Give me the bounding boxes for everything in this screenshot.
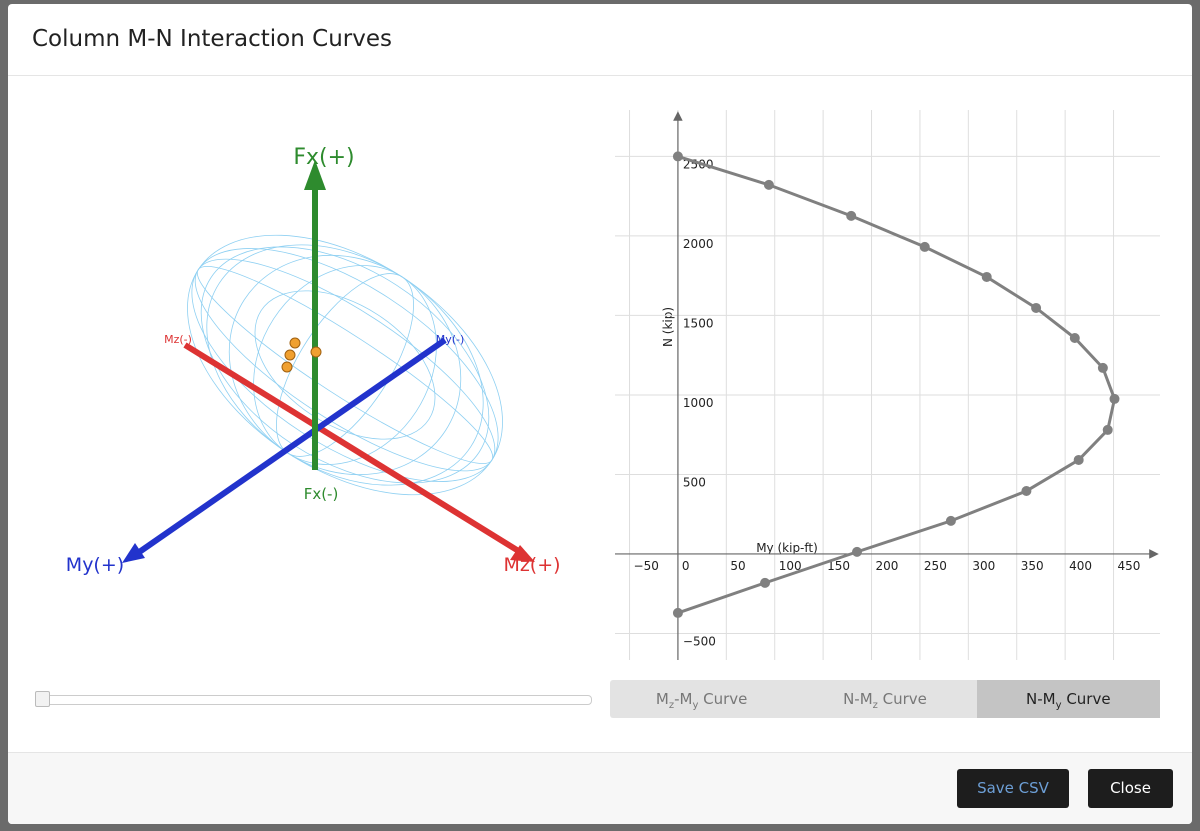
x-tick-label: 250 (924, 559, 947, 573)
curve-tabs: Mz-My Curve N-Mz Curve N-My Curve (610, 680, 1160, 718)
x-tick-label: 350 (1021, 559, 1044, 573)
curve-tab[interactable]: Mz-My Curve (610, 680, 793, 718)
x-tick-label: 450 (1118, 559, 1141, 573)
close-button[interactable]: Close (1088, 769, 1173, 808)
curve-point (672, 607, 683, 618)
axis-label-3d: Mz(+) (503, 554, 560, 576)
tab-label: N-M (843, 690, 873, 708)
curve-tab[interactable]: N-Mz Curve (793, 680, 976, 718)
x-axis-label: My (kip-ft) (756, 541, 818, 555)
axis-label-3d: Fx(+) (293, 145, 354, 170)
curve-point (919, 241, 930, 252)
x-tick-label: −50 (634, 559, 659, 573)
axis-label-3d: My(+) (66, 554, 124, 576)
curve-point (1069, 333, 1080, 344)
save-csv-button[interactable]: Save CSV (957, 769, 1069, 808)
my-arrow (122, 543, 145, 563)
curve-point (1109, 393, 1120, 404)
curve-point (1097, 362, 1108, 373)
tab-label: z (668, 700, 675, 711)
curve-point (852, 546, 863, 557)
tab-label: Curve (1061, 690, 1111, 708)
y-tick-label: 1500 (683, 316, 714, 330)
x-tick-label: 200 (876, 559, 899, 573)
y-tick-label: 1000 (683, 396, 714, 410)
y-axis-label: N (kip) (661, 307, 675, 347)
curve-point (1073, 454, 1084, 465)
mz-arrow (510, 545, 535, 562)
tab-label: -M (674, 690, 693, 708)
tab-label: y (692, 700, 699, 711)
curve-point (1102, 424, 1113, 435)
axes-3d (122, 160, 535, 563)
x-tick-label: 50 (730, 559, 745, 573)
curve-point (1021, 485, 1032, 496)
x-tick-label: 400 (1069, 559, 1092, 573)
x-tick-label: 0 (682, 559, 690, 573)
wireframe (187, 234, 503, 496)
tab-label: N-M (1026, 690, 1056, 708)
mz-axis (183, 342, 527, 558)
fx-arrow (304, 160, 326, 190)
tab-label: Curve (698, 690, 748, 708)
curve-point (763, 179, 774, 190)
curve-point (672, 151, 683, 162)
tab-label: z (872, 700, 878, 711)
y-tick-label: 2000 (683, 237, 714, 251)
tab-label: M (655, 690, 669, 708)
x-tick-label: 150 (827, 559, 850, 573)
curve-point (1031, 302, 1042, 313)
slider-thumb[interactable] (35, 691, 50, 707)
curve-line (677, 154, 1117, 615)
x-tick-label: 300 (972, 559, 995, 573)
dialog-title: Column M-N Interaction Curves (32, 26, 392, 52)
curve-point (846, 210, 857, 221)
y-tick-label: 500 (683, 475, 706, 489)
y-tick-label: −500 (683, 634, 716, 648)
my-axis (133, 337, 447, 558)
axis-label-3d: Fx(-) (304, 485, 339, 503)
curve-point (945, 515, 956, 526)
tab-label: Curve (877, 690, 927, 708)
axis-label-3d: Mz(-) (164, 333, 192, 346)
n-my-chart: −50 0 50 100 150 200 250 300 350 400 450−500500100… (615, 110, 1160, 660)
dialog: Column M-N Interaction Curves Mz-My Curv… (8, 4, 1192, 824)
curve-point (760, 577, 771, 588)
tab-label: y (1055, 700, 1062, 711)
axis-label-3d: My(-) (436, 333, 465, 346)
curve-point (981, 271, 992, 282)
dialog-header: Column M-N Interaction Curves (8, 4, 1192, 76)
curve-tab[interactable]: N-My Curve (976, 680, 1160, 718)
x-tick-label: 100 (779, 559, 802, 573)
